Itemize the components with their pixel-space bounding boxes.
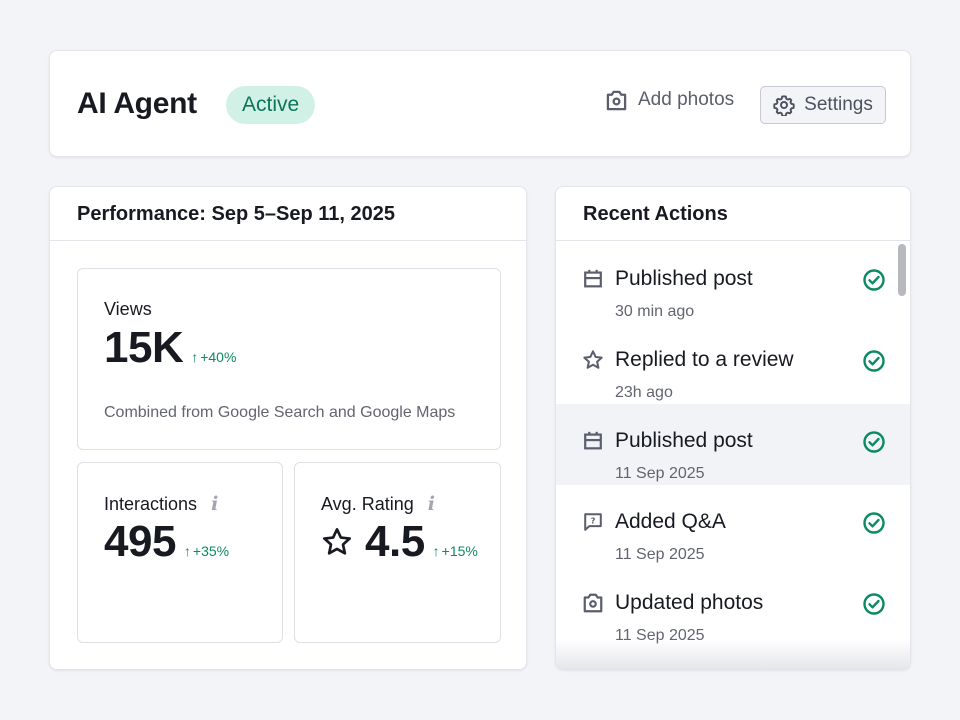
recent-actions-card: Recent Actions Published post 30 min ago… bbox=[555, 186, 911, 670]
rating-value: 4.5 bbox=[365, 517, 425, 566]
list-item[interactable]: Published post 11 Sep 2025 bbox=[556, 404, 910, 485]
recent-actions-title: Recent Actions bbox=[556, 187, 910, 241]
settings-button[interactable]: Settings bbox=[760, 86, 886, 124]
star-icon bbox=[583, 350, 603, 369]
question-bubble-icon: ? bbox=[584, 513, 602, 531]
action-title: Published post bbox=[615, 429, 753, 452]
actions-list: Published post 30 min ago Replied to a r… bbox=[556, 242, 910, 669]
interactions-metric-card: Interactions i 495 ↑ +35% bbox=[77, 462, 283, 643]
check-circle-icon bbox=[863, 431, 885, 453]
arrow-up-icon: ↑ bbox=[432, 543, 440, 559]
action-time: 11 Sep 2025 bbox=[615, 465, 705, 482]
views-delta-value: +40% bbox=[200, 349, 237, 365]
list-item[interactable]: Updated photos 11 Sep 2025 bbox=[556, 566, 910, 647]
action-title: Published post bbox=[615, 267, 753, 290]
views-note: Combined from Google Search and Google M… bbox=[104, 404, 456, 421]
list-item[interactable]: Published post 30 min ago bbox=[556, 242, 910, 323]
interactions-label: Interactions bbox=[104, 493, 198, 514]
action-time: 30 min ago bbox=[615, 303, 695, 320]
add-photos-button[interactable]: Add photos bbox=[605, 89, 734, 111]
rating-delta-value: +15% bbox=[441, 543, 478, 559]
rating-metric-card: Avg. Rating i 4.5 ↑ +15% bbox=[294, 462, 501, 643]
check-circle-icon bbox=[863, 593, 885, 615]
settings-label: Settings bbox=[804, 94, 873, 115]
arrow-up-icon: ↑ bbox=[183, 543, 191, 559]
action-title: Added Q&A bbox=[615, 510, 726, 533]
add-photos-label: Add photos bbox=[638, 89, 735, 110]
performance-title: Performance: Sep 5–Sep 11, 2025 bbox=[50, 187, 526, 241]
check-circle-icon bbox=[863, 350, 885, 372]
scrollbar-thumb[interactable] bbox=[898, 244, 906, 296]
views-label: Views bbox=[104, 299, 152, 319]
rating-label: Avg. Rating bbox=[321, 493, 414, 514]
action-time: 11 Sep 2025 bbox=[615, 546, 705, 563]
page-title: AI Agent bbox=[77, 87, 197, 120]
action-title: Updated photos bbox=[615, 591, 764, 614]
agent-header-card: AI Agent Active Add photos Settings bbox=[49, 50, 911, 157]
views-value: 15K bbox=[104, 323, 184, 372]
list-item[interactable]: ? Added Q&A 11 Sep 2025 bbox=[556, 485, 910, 566]
gear-icon bbox=[773, 95, 795, 116]
camera-icon bbox=[583, 593, 603, 613]
arrow-up-icon: ↑ bbox=[191, 349, 199, 365]
interactions-value: 495 bbox=[104, 517, 176, 566]
camera-icon bbox=[606, 90, 627, 110]
action-time: 11 Sep 2025 bbox=[615, 627, 705, 644]
check-circle-icon bbox=[863, 512, 885, 534]
performance-card: Performance: Sep 5–Sep 11, 2025 Views 15… bbox=[49, 186, 527, 670]
info-icon[interactable]: i bbox=[427, 493, 435, 515]
rating-delta: ↑ +15% bbox=[433, 543, 478, 559]
svg-text:?: ? bbox=[591, 515, 596, 525]
list-item[interactable]: Replied to a review 23h ago bbox=[556, 323, 910, 404]
views-delta: ↑ +40% bbox=[191, 349, 236, 365]
calendar-icon bbox=[584, 269, 602, 288]
calendar-icon bbox=[584, 431, 602, 450]
check-circle-icon bbox=[863, 269, 885, 291]
info-icon[interactable]: i bbox=[211, 493, 219, 515]
interactions-delta-value: +35% bbox=[192, 543, 230, 559]
interactions-delta: ↑ +35% bbox=[184, 543, 229, 559]
views-metric-card: Views 15K ↑ +40% Combined from Google Se… bbox=[77, 268, 501, 450]
action-title: Replied to a review bbox=[615, 348, 794, 371]
action-time: 23h ago bbox=[615, 384, 673, 401]
status-badge: Active bbox=[226, 86, 316, 124]
star-icon bbox=[321, 526, 353, 558]
